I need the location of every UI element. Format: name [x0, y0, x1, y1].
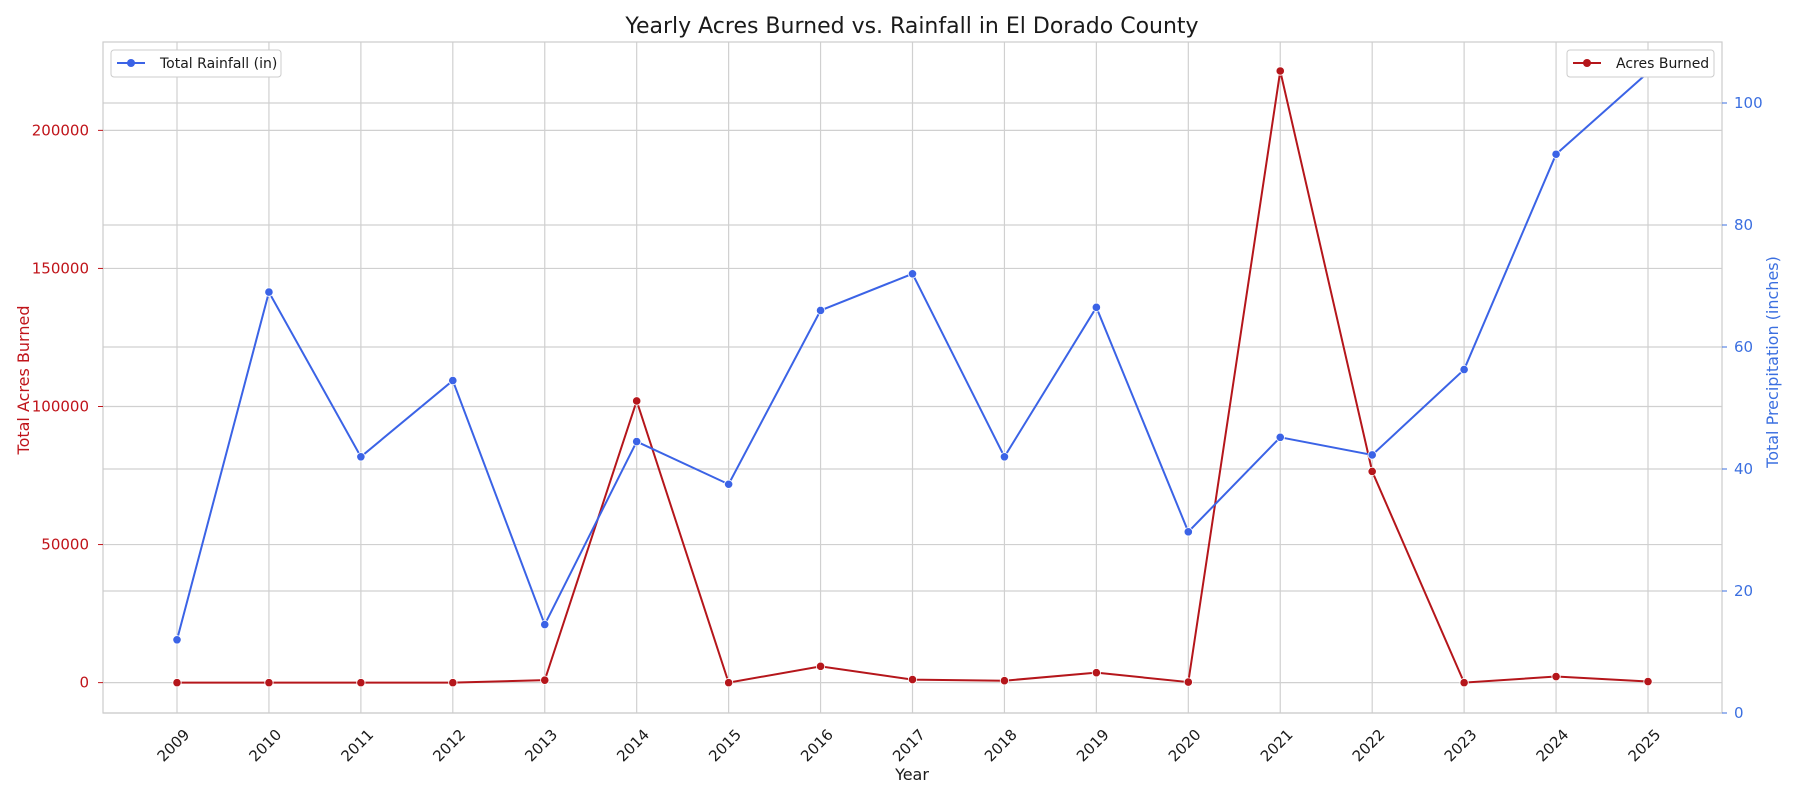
series-acres-burned-point [1367, 466, 1377, 476]
y-left-tick-label: 100000 [32, 397, 89, 415]
legend-rainfall: Total Rainfall (in) [110, 49, 282, 78]
series-rainfall-point [1459, 364, 1469, 375]
legend-rainfall-label: Total Rainfall (in) [159, 56, 277, 72]
series-acres-burned-point [1551, 671, 1561, 682]
series-rainfall-point [999, 452, 1010, 462]
y-right-tick-label: 0 [1734, 704, 1744, 722]
y-left-tick-label: 0 [79, 674, 89, 692]
x-tick-label: 2010 [246, 726, 286, 766]
series-rainfall-point [632, 436, 642, 447]
series-acres-burned-point [632, 396, 642, 406]
x-tick-label: 2017 [889, 726, 929, 766]
y-axis-left-label: Total Acres Burned [14, 306, 33, 456]
x-tick-label: 2016 [797, 726, 837, 766]
series-rainfall-point [356, 452, 366, 462]
axes: 2009 2010 2011 2012 2013 2014 2015 2016 2017 2018… [32, 94, 1763, 765]
plot-frame [102, 41, 1723, 714]
series-rainfall-point [815, 305, 826, 315]
series-acres-burned-point [1643, 676, 1653, 687]
x-axis-label: Year [894, 765, 929, 784]
series-acres-burned-point [907, 674, 918, 685]
y-left-tick-label: 150000 [32, 259, 89, 277]
y-axis-right-label: Total Precipitation (inches) [1763, 256, 1782, 469]
x-tick-label: 2015 [705, 726, 745, 766]
y-right-tick-label: 20 [1734, 582, 1753, 600]
y-left-tick-label: 200000 [32, 121, 89, 139]
legend-acres-marker [1583, 59, 1591, 67]
series-acres-burned-point [1459, 678, 1469, 688]
series-rainfall-point [907, 269, 918, 279]
chart-title: Yearly Acres Burned vs. Rainfall in El D… [624, 14, 1198, 39]
x-tick-label: 2013 [521, 726, 561, 766]
series-acres-burned-point [1091, 668, 1101, 678]
legend-acres: Acres Burned [1566, 49, 1715, 78]
y-right-tick-label: 40 [1734, 460, 1753, 478]
series-acres-burned-point [815, 661, 826, 671]
x-tick-label: 2024 [1533, 726, 1573, 766]
y-left-tick-label: 50000 [41, 536, 89, 554]
y-right-tick-label: 80 [1734, 216, 1753, 234]
series-acres-burned-point [540, 675, 550, 685]
x-tick-label: 2019 [1073, 726, 1113, 766]
x-tick-label: 2020 [1165, 726, 1205, 766]
x-tick-label: 2022 [1349, 726, 1389, 766]
series-rainfall-point [448, 375, 458, 386]
x-tick-label: 2014 [613, 726, 653, 766]
series-acres-burned-point [1183, 677, 1193, 687]
series-rainfall-point [1091, 302, 1101, 312]
series-rainfall-point [540, 619, 550, 630]
x-tick-label: 2018 [981, 726, 1021, 766]
series-acres-burned-point [724, 678, 734, 688]
y-right-tick-label: 100 [1734, 94, 1763, 112]
series-layer [172, 66, 1653, 688]
series-acres-burned-point [264, 678, 274, 688]
legend-acres-label: Acres Burned [1616, 56, 1709, 72]
series-rainfall-point [1367, 450, 1377, 460]
series-acres-burned-point [1275, 66, 1285, 76]
series-rainfall-point [172, 635, 182, 645]
x-tick-label: 2011 [337, 726, 377, 766]
x-tick-label: 2023 [1441, 726, 1481, 766]
grid [103, 42, 1722, 714]
series-rainfall-point [1275, 432, 1285, 442]
legend-rainfall-marker [127, 59, 135, 67]
x-tick-label: 2012 [429, 726, 469, 766]
series-rainfall-point [264, 287, 274, 297]
series-acres-burned-point [999, 676, 1010, 686]
series-acres-burned-point [448, 678, 458, 688]
series-rainfall-point [724, 479, 734, 489]
series-acres-burned-point [172, 678, 182, 688]
series-acres-burned-point [356, 678, 366, 688]
x-tick-label: 2021 [1257, 726, 1297, 766]
x-tick-label: 2025 [1625, 726, 1665, 766]
series-rainfall-point [1183, 527, 1193, 537]
series-rainfall-point [1551, 149, 1561, 159]
y-right-tick-label: 60 [1734, 338, 1753, 356]
x-tick-label: 2009 [154, 726, 194, 766]
